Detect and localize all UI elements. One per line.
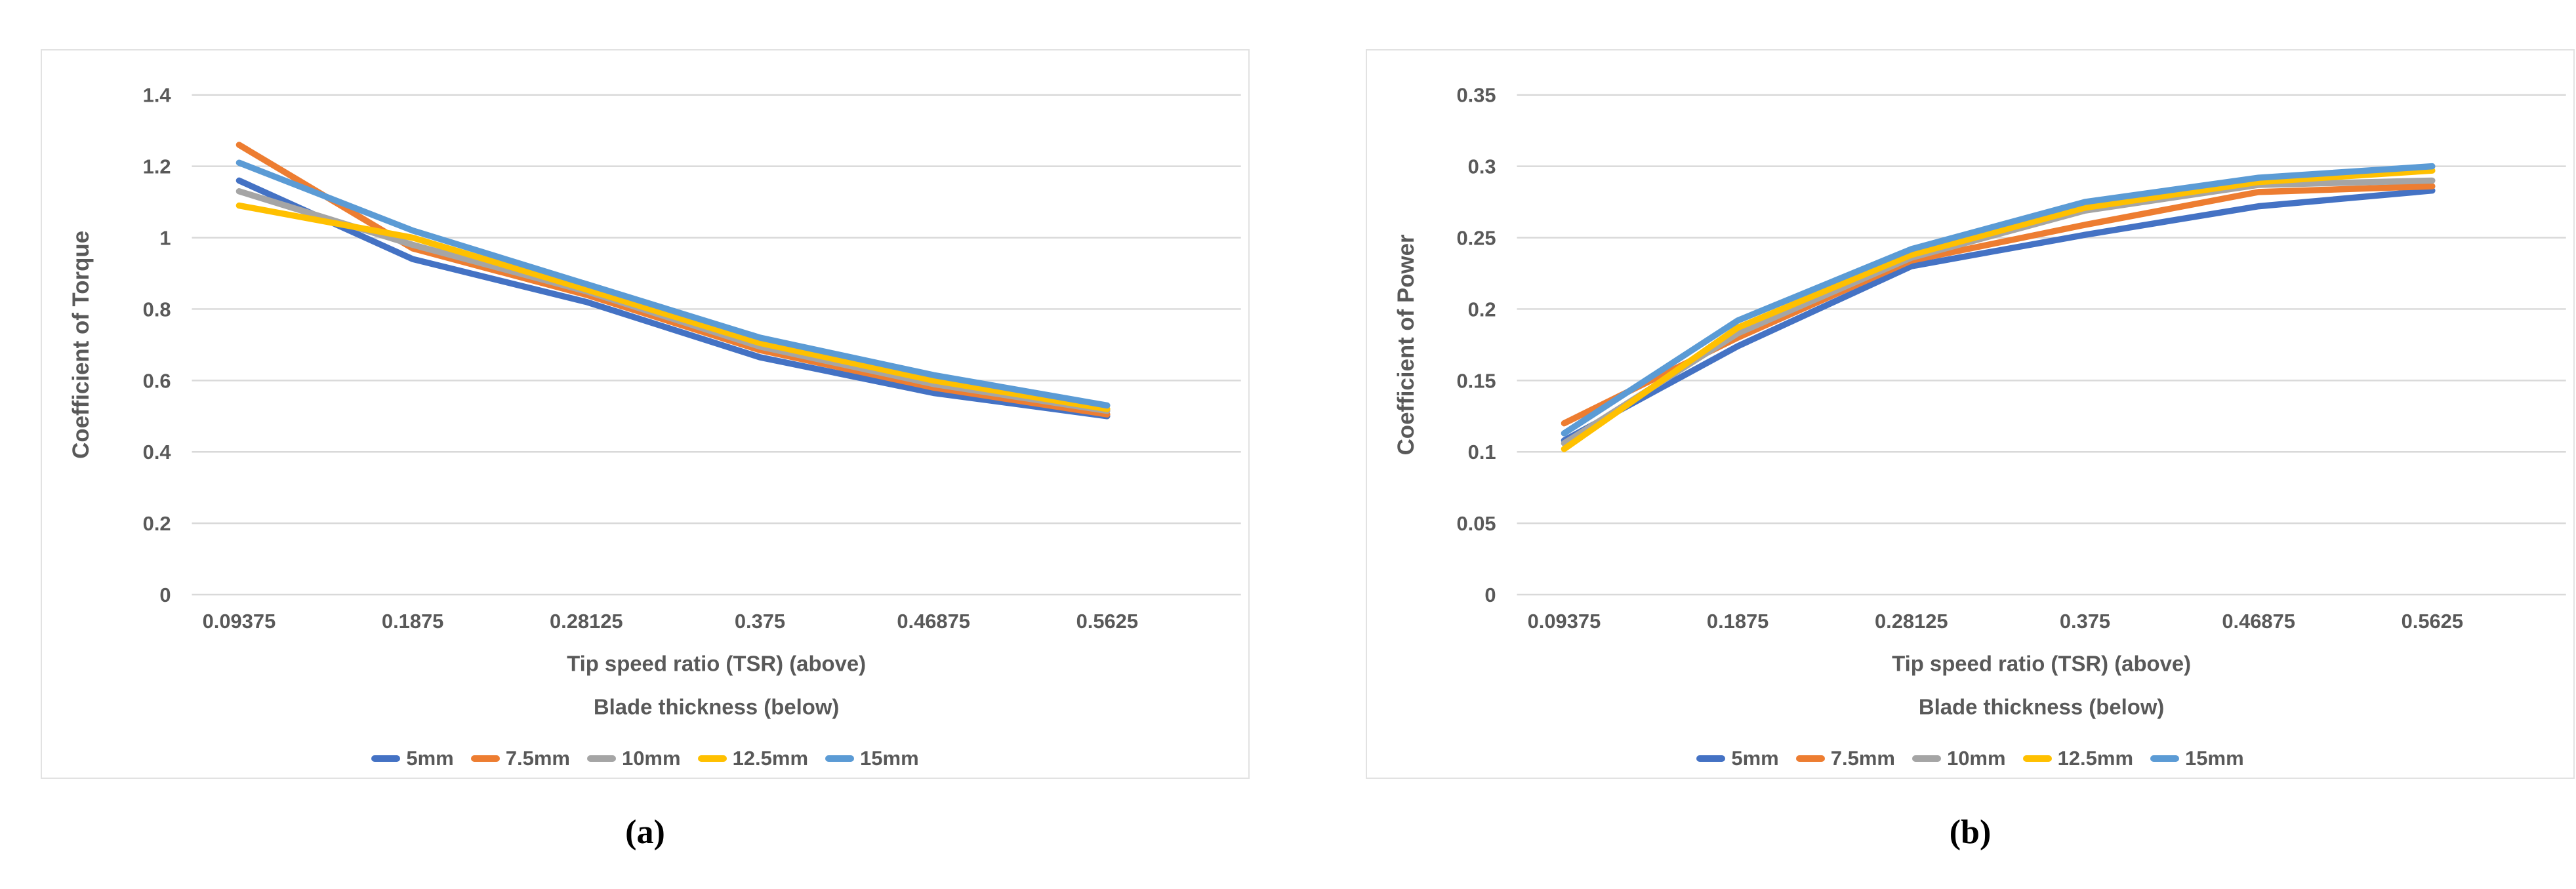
panel-a: 0 0.2 0.4 0.6 0.8 1 1.2 1.4 Coefficient of Torqu… (41, 49, 1250, 852)
legend-line-marker-7.5mm (470, 755, 500, 762)
x-axis-title-line2: Blade thickness (below) (1919, 694, 2165, 719)
x-tick-label: 0.1875 (1707, 610, 1768, 633)
legend-line-marker-12.5mm (2022, 755, 2052, 762)
torque-chart: 0 0.2 0.4 0.6 0.8 1 1.2 1.4 Coefficient of Torqu… (41, 49, 1250, 779)
y-tick-label: 0.05 (1457, 512, 1496, 535)
x-axis-title-line2: Blade thickness (below) (594, 694, 839, 719)
panel-b: 0 0.05 0.1 0.15 0.2 0.25 0.3 0.35 Coefficient of… (1366, 49, 2575, 852)
legend-line-marker-15mm (825, 755, 855, 762)
y-tick-label: 0.4 (143, 441, 171, 464)
legend-item-7.5mm: 7.5mm (1795, 747, 1895, 770)
chart-svg: 0 0.2 0.4 0.6 0.8 1 1.2 1.4 Coefficient of Torqu… (68, 84, 1241, 719)
legend-label: 7.5mm (505, 747, 570, 770)
series-line-12.5mm (235, 202, 1111, 412)
series-line-10mm (1561, 177, 2436, 446)
legend: 5mm 7.5mm 10mm 12.5mm 15mm (1367, 748, 2573, 768)
legend-label: 5mm (1731, 747, 1779, 770)
y-tick-label: 0.35 (1457, 84, 1496, 107)
x-tick-label: 0.28125 (550, 610, 623, 633)
series-line-5mm (235, 177, 1111, 420)
x-tick-label: 0.09375 (1528, 610, 1601, 633)
y-tick-label: 0.15 (1457, 369, 1496, 392)
caption-b: (b) (1949, 814, 1992, 851)
legend-label: 15mm (2185, 747, 2244, 770)
x-tick-label: 0.375 (2060, 610, 2110, 633)
caption-a: (a) (625, 814, 665, 851)
x-tick-label: 0.5625 (2402, 610, 2463, 633)
legend-item-7.5mm: 7.5mm (470, 747, 570, 770)
x-tick-label: 0.09375 (203, 610, 276, 633)
x-tick-label: 0.1875 (382, 610, 443, 633)
legend-line-marker-12.5mm (697, 755, 727, 762)
x-axis-title-line1: Tip speed ratio (TSR) (above) (567, 652, 866, 676)
y-tick-label: 0.8 (143, 298, 171, 321)
legend-label: 15mm (860, 747, 919, 770)
legend-item-5mm: 5mm (371, 747, 454, 770)
y-tick-label: 0.1 (1468, 441, 1496, 464)
legend-label: 12.5mm (2057, 747, 2134, 770)
legend-label: 10mm (1946, 747, 2006, 770)
legend-item-12.5mm: 12.5mm (697, 747, 809, 770)
x-tick-label: 0.46875 (897, 610, 970, 633)
legend-line-marker-10mm (1912, 755, 1941, 762)
legend-line-marker-10mm (586, 755, 616, 762)
chart-svg: 0 0.05 0.1 0.15 0.2 0.25 0.3 0.35 Coefficient of… (1393, 84, 2566, 719)
legend: 5mm 7.5mm 10mm 12.5mm 15mm (42, 748, 1248, 768)
series-line-15mm (1561, 163, 2436, 437)
y-tick-label: 1.4 (143, 84, 171, 107)
legend-item-15mm: 15mm (2150, 748, 2244, 768)
legend-line-marker-7.5mm (1795, 755, 1825, 762)
x-tick-label: 0.28125 (1875, 610, 1948, 633)
y-axis-title: Coefficient of Power (1393, 234, 1419, 455)
legend-label: 10mm (621, 747, 681, 770)
legend-item-15mm: 15mm (825, 748, 919, 768)
power-chart: 0 0.05 0.1 0.15 0.2 0.25 0.3 0.35 Coefficient of… (1366, 49, 2575, 779)
series-line-12.5mm (1561, 167, 2436, 452)
x-tick-label: 0.375 (735, 610, 785, 633)
y-tick-label: 1 (159, 227, 171, 250)
series-line-15mm (235, 159, 1111, 409)
legend-label: 7.5mm (1830, 747, 1895, 770)
y-axis-title: Coefficient of Torque (68, 231, 94, 459)
y-tick-label: 0.2 (143, 512, 171, 535)
legend-item-10mm: 10mm (1912, 748, 2006, 768)
legend-item-5mm: 5mm (1696, 747, 1779, 770)
y-tick-label: 0.3 (1468, 155, 1496, 178)
y-tick-label: 0 (1484, 583, 1496, 606)
legend-label: 12.5mm (732, 747, 809, 770)
legend-line-marker-5mm (371, 755, 401, 762)
x-axis-title-line1: Tip speed ratio (TSR) (above) (1892, 652, 2191, 676)
y-tick-label: 0 (159, 583, 171, 606)
series-line-7.5mm (1561, 183, 2436, 427)
x-tick-label: 0.46875 (2222, 610, 2295, 633)
series-line-5mm (1561, 187, 2436, 444)
y-tick-label: 0.2 (1468, 298, 1496, 321)
legend-line-marker-15mm (2150, 755, 2180, 762)
legend-label: 5mm (406, 747, 454, 770)
y-tick-label: 0.25 (1457, 227, 1496, 250)
legend-line-marker-5mm (1696, 755, 1726, 762)
y-tick-label: 1.2 (143, 155, 171, 178)
series-line-7.5mm (235, 142, 1111, 418)
legend-item-10mm: 10mm (586, 747, 681, 770)
legend-item-12.5mm: 12.5mm (2022, 747, 2134, 770)
y-tick-label: 0.6 (143, 369, 171, 392)
x-tick-label: 0.5625 (1076, 610, 1138, 633)
